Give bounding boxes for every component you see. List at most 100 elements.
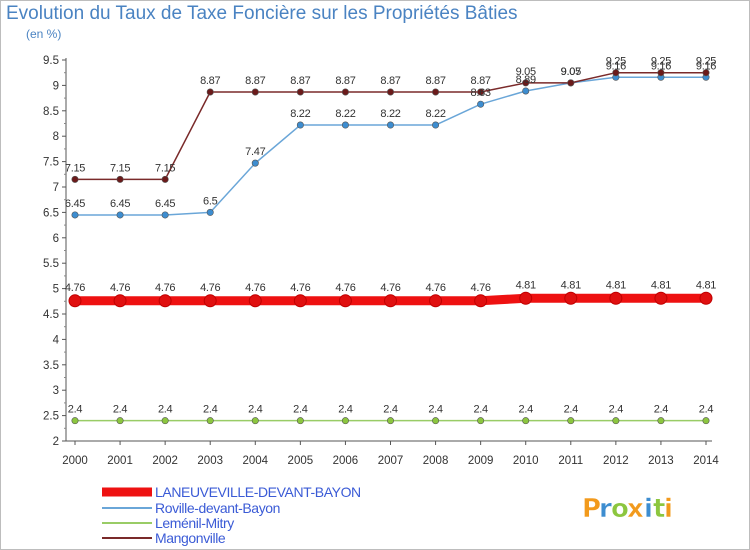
- x-tick-label: 2002: [152, 455, 178, 467]
- point-laneuveville-devant-bayon: [113, 294, 127, 308]
- y-tick-label: 3.5: [43, 360, 59, 372]
- point-mangonville: [341, 88, 349, 96]
- brand-letter: i: [664, 494, 673, 524]
- point-roville-devant-bayon: [71, 211, 79, 219]
- data-label-lem-nil-mitry: 2.4: [473, 404, 488, 416]
- data-label-roville-devant-bayon: 8.22: [425, 108, 445, 120]
- data-label-lem-nil-mitry: 2.4: [428, 404, 443, 416]
- point-mangonville: [702, 69, 710, 77]
- data-label-lem-nil-mitry: 2.4: [699, 404, 714, 416]
- data-label-mangonville: 8.87: [290, 75, 310, 87]
- axes: 2 2.5 3 3.5 4 4.5 5 5.5 6 6.5 7 7.5 8 8.5 9 9.5 2000 2001…: [43, 55, 719, 467]
- point-lem-nil-mitry: [386, 417, 394, 425]
- point-roville-devant-bayon: [522, 87, 530, 95]
- data-label-mangonville: 8.87: [335, 75, 355, 87]
- data-label-lem-nil-mitry: 2.4: [338, 404, 353, 416]
- data-label-lem-nil-mitry: 2.4: [248, 404, 263, 416]
- data-label-lem-nil-mitry: 2.4: [203, 404, 218, 416]
- point-lem-nil-mitry: [161, 417, 169, 425]
- legend-label-laneuveville-devant-bayon: LANEUVEVILLE-DEVANT-BAYON: [155, 484, 361, 500]
- point-mangonville: [477, 88, 485, 96]
- data-label-laneuveville-devant-bayon: 4.76: [110, 282, 130, 294]
- data-label-roville-devant-bayon: 9.16: [606, 60, 626, 72]
- point-laneuveville-devant-bayon: [384, 294, 397, 308]
- point-mangonville: [432, 88, 440, 96]
- y-tick-label: 7.5: [43, 157, 59, 169]
- data-label-roville-devant-bayon: 9.05: [561, 66, 581, 78]
- point-laneuveville-devant-bayon: [248, 294, 262, 308]
- data-label-mangonville: 8.87: [471, 75, 491, 87]
- data-label-roville-devant-bayon: 9.16: [696, 60, 716, 72]
- data-label-mangonville: 7.15: [110, 162, 130, 174]
- point-lem-nil-mitry: [206, 417, 214, 425]
- data-labels-layer: 2.4 2.4 2.4 2.4 2.4 2.4 2.4 2.4 2.4 2.4 2.4 2.4 2.4 2…: [65, 56, 717, 416]
- y-tick-label: 6: [53, 233, 59, 245]
- data-label-mangonville: 8.87: [200, 75, 220, 87]
- point-laneuveville-devant-bayon: [203, 294, 217, 308]
- data-label-laneuveville-devant-bayon: 4.76: [425, 282, 445, 294]
- data-label-mangonville: 8.87: [245, 75, 265, 87]
- data-label-laneuveville-devant-bayon: 4.81: [651, 279, 671, 291]
- x-tick-label: 2007: [378, 455, 404, 467]
- point-mangonville: [522, 79, 530, 87]
- data-label-lem-nil-mitry: 2.4: [158, 404, 173, 416]
- series-line-roville-devant-bayon: [74, 76, 707, 216]
- x-tick-label: 2012: [603, 455, 629, 467]
- chart-subtitle: (en %): [26, 27, 62, 41]
- point-lem-nil-mitry: [612, 417, 620, 425]
- data-label-roville-devant-bayon: 8.63: [471, 87, 491, 99]
- y-tick-label: 8.5: [43, 106, 59, 118]
- data-label-laneuveville-devant-bayon: 4.81: [606, 279, 626, 291]
- point-roville-devant-bayon: [116, 211, 124, 219]
- data-label-mangonville: 9.25: [651, 56, 671, 68]
- data-label-lem-nil-mitry: 2.4: [519, 404, 534, 416]
- y-tick-label: 9: [53, 80, 59, 92]
- legend-label-mangonville: Mangonville: [155, 530, 226, 546]
- legend-label-roville-devant-bayon: Roville-devant-Bayon: [155, 500, 280, 516]
- data-label-mangonville: 7.15: [155, 162, 175, 174]
- x-tick-label: 2009: [468, 455, 494, 467]
- data-label-roville-devant-bayon: 8.22: [290, 108, 310, 120]
- data-label-mangonville: 7.15: [65, 162, 85, 174]
- point-laneuveville-devant-bayon: [609, 291, 623, 305]
- point-roville-devant-bayon: [386, 121, 394, 129]
- point-laneuveville-devant-bayon: [654, 291, 668, 305]
- point-mangonville: [71, 175, 79, 183]
- data-label-lem-nil-mitry: 2.4: [113, 404, 128, 416]
- data-label-mangonville: 8.87: [380, 75, 400, 87]
- x-tick-label: 2004: [242, 455, 268, 467]
- x-tick-label: 2008: [423, 455, 449, 467]
- point-laneuveville-devant-bayon: [699, 291, 713, 305]
- point-lem-nil-mitry: [71, 417, 79, 425]
- point-mangonville: [386, 88, 394, 96]
- brand-letter: o: [611, 494, 629, 524]
- data-label-mangonville: 9.25: [696, 56, 716, 68]
- data-label-roville-devant-bayon: 9.16: [651, 60, 671, 72]
- y-tick-label: 9.5: [43, 55, 59, 67]
- point-mangonville: [251, 88, 259, 96]
- point-roville-devant-bayon: [161, 211, 169, 219]
- data-label-lem-nil-mitry: 2.4: [564, 404, 579, 416]
- point-roville-devant-bayon: [296, 121, 304, 129]
- point-roville-devant-bayon: [477, 100, 485, 108]
- data-label-lem-nil-mitry: 2.4: [609, 404, 624, 416]
- y-tick-label: 7: [53, 182, 59, 194]
- point-mangonville: [116, 175, 124, 183]
- x-tick-label: 2006: [333, 455, 359, 467]
- y-tick-label: 4.5: [43, 309, 59, 321]
- point-lem-nil-mitry: [251, 417, 259, 425]
- data-label-laneuveville-devant-bayon: 4.76: [290, 282, 310, 294]
- data-label-roville-devant-bayon: 6.5: [203, 195, 218, 207]
- data-label-roville-devant-bayon: 8.22: [380, 108, 400, 120]
- point-lem-nil-mitry: [432, 417, 440, 425]
- point-laneuveville-devant-bayon: [564, 291, 578, 305]
- point-laneuveville-devant-bayon: [519, 291, 533, 305]
- chart-title: Evolution du Taux de Taxe Foncière sur l…: [6, 3, 518, 24]
- data-label-laneuveville-devant-bayon: 4.81: [516, 279, 536, 291]
- data-label-laneuveville-devant-bayon: 4.76: [380, 282, 400, 294]
- point-lem-nil-mitry: [657, 417, 665, 425]
- data-label-mangonville: 9.07: [561, 66, 581, 78]
- y-tick-label: 5: [53, 284, 59, 296]
- y-tick-label: 4: [53, 334, 60, 346]
